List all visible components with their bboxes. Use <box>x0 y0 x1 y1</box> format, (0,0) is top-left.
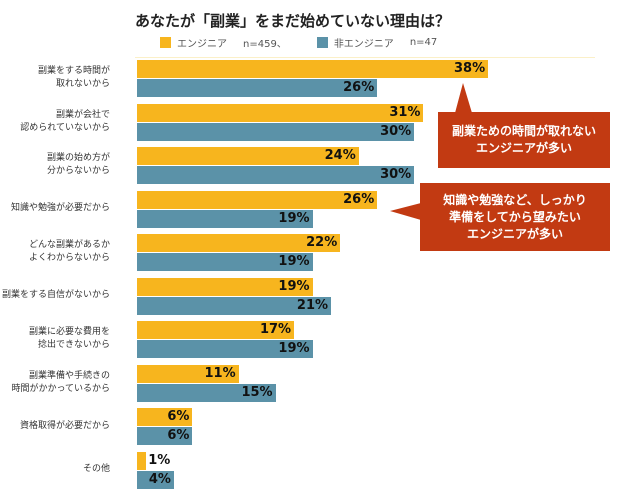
value-label-engineer: 22% <box>306 235 338 250</box>
value-label-engineer: 38% <box>453 61 486 76</box>
bar-non-engineer <box>137 470 174 489</box>
callout-time: 副業ための時間が取れない エンジニアが多い <box>438 112 610 168</box>
bar-non-engineer <box>137 166 415 184</box>
value-label-engineer: 1% <box>148 452 171 468</box>
bar-non-engineer <box>137 79 378 97</box>
legend-n-non-engineer: n=47 <box>409 37 438 48</box>
callout-knowledge: 知識や勉強など、しっかり 準備をしてから望みたい エンジニアが多い <box>420 183 610 251</box>
callout-knowledge-text: 知識や勉強など、しっかり 準備をしてから望みたい エンジニアが多い <box>443 192 587 241</box>
divider <box>135 57 595 58</box>
legend: エンジニア n=459、 非エンジニア n=47 <box>160 35 437 50</box>
callout-pointer-1 <box>455 83 472 113</box>
value-label-engineer: 11% <box>204 365 236 381</box>
bar-non-engineer <box>137 209 313 228</box>
bar-non-engineer <box>137 383 276 402</box>
bar-engineer <box>137 60 489 78</box>
bar-non-engineer <box>137 427 193 445</box>
value-label-non-engineer: 4% <box>148 471 171 487</box>
legend-swatch-engineer <box>160 37 171 48</box>
value-label-engineer: 26% <box>343 191 375 207</box>
bar-engineer <box>137 190 378 209</box>
bar-engineer <box>137 277 313 296</box>
category-label: 副業に必要な費用を 捻出できないから <box>28 327 110 350</box>
category-label: 副業をする自信がないから <box>1 290 110 300</box>
value-label-engineer: 6% <box>167 409 190 424</box>
bar-engineer <box>137 408 193 426</box>
legend-label-non-engineer: 非エンジニア <box>333 39 394 50</box>
value-label-non-engineer: 15% <box>241 384 273 400</box>
bar-engineer <box>137 103 424 122</box>
value-label-non-engineer: 19% <box>278 341 310 356</box>
bar-non-engineer <box>137 253 313 271</box>
value-label-non-engineer: 19% <box>278 210 310 226</box>
bar-engineer <box>137 321 295 339</box>
bar-non-engineer <box>137 122 415 141</box>
value-label-engineer: 17% <box>259 322 292 337</box>
bar-engineer <box>137 234 341 252</box>
value-label-engineer: 24% <box>324 148 356 163</box>
value-label-engineer: 19% <box>278 278 310 294</box>
bar-engineer <box>137 451 147 470</box>
category-label: どんな副業があるか よくわからないから <box>28 240 110 263</box>
category-label: 副業が会社で 認められていないから <box>20 109 110 133</box>
legend-label-engineer: エンジニア <box>177 39 227 50</box>
callout-pointer-2 <box>390 203 421 220</box>
category-label: 副業準備や手続きの 時間がかかっているから <box>11 370 110 394</box>
bar-engineer <box>137 147 359 165</box>
legend-n-engineer: n=459、 <box>243 39 287 50</box>
category-label: 副業をする時間が 取れないから <box>37 66 110 89</box>
bar-non-engineer <box>137 296 332 315</box>
legend-swatch-non-engineer <box>316 37 328 48</box>
value-label-non-engineer: 26% <box>343 80 375 95</box>
chart-title: あなたが「副業」をまだ始めていない理由は？ <box>135 12 451 30</box>
value-label-non-engineer: 19% <box>278 254 310 269</box>
value-label-engineer: 31% <box>389 104 421 120</box>
category-label: 知識や勉強が必要だから <box>10 203 110 213</box>
bar-engineer <box>137 364 239 383</box>
category-label: その他 <box>82 464 110 474</box>
category-label: 資格取得が必要だから <box>19 420 110 431</box>
category-label: 副業の始め方が 分からないから <box>46 153 110 176</box>
bar-non-engineer <box>137 340 313 358</box>
value-label-non-engineer: 6% <box>167 428 190 443</box>
value-label-non-engineer: 30% <box>380 123 412 139</box>
value-label-non-engineer: 21% <box>296 297 329 313</box>
callout-time-text: 副業ための時間が取れない エンジニアが多い <box>451 124 596 155</box>
value-label-non-engineer: 30% <box>380 167 412 182</box>
